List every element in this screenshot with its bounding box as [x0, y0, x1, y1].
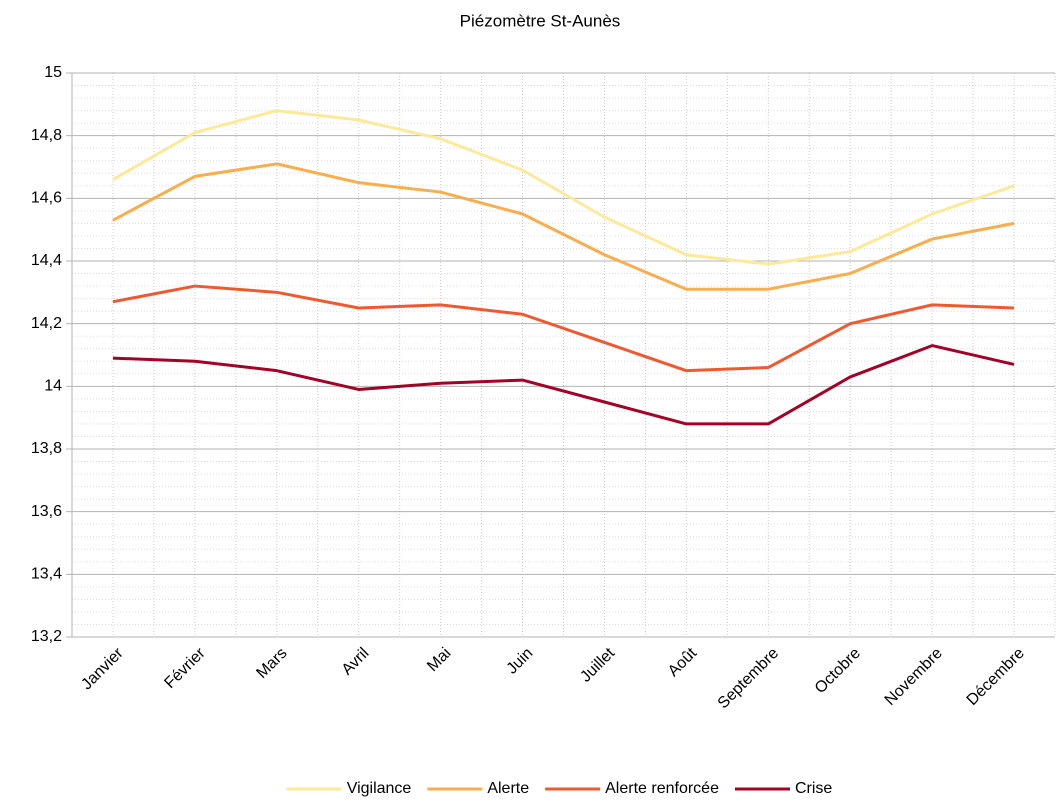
x-tick-label: Août — [665, 644, 701, 680]
y-tick-label: 13,6 — [31, 503, 62, 520]
y-tick-label: 13,2 — [31, 628, 62, 645]
x-tick-label: Février — [161, 644, 209, 692]
legend-label: Alerte — [487, 780, 529, 797]
x-tick-label: Octobre — [812, 645, 864, 697]
y-tick-label: 13,8 — [31, 440, 62, 457]
x-tick-label: Mai — [424, 645, 454, 675]
legend: Vigilance Alerte Alerte renforcée Crise — [286, 780, 832, 797]
y-tick-label: 15 — [44, 64, 62, 81]
legend-label: Alerte renforcée — [605, 780, 719, 797]
y-tick-label: 14,8 — [31, 127, 62, 144]
legend-label: Crise — [795, 780, 832, 797]
y-tick-label: 13,4 — [31, 566, 62, 583]
legend-label: Vigilance — [347, 780, 412, 797]
series-line — [112, 109, 1015, 266]
x-tick-label: Avril — [339, 645, 373, 679]
x-tick-label: Janvier — [78, 644, 127, 693]
y-tick-label: 14,2 — [31, 315, 62, 332]
chart-title: Piézomètre St-Aunès — [460, 11, 621, 30]
x-tick-label: Novembre — [882, 645, 946, 709]
y-tick-label: 14,6 — [31, 190, 62, 207]
x-tick-label: Septembre — [715, 645, 782, 712]
y-tick-label: 14 — [44, 378, 62, 395]
series-line — [112, 284, 1015, 373]
x-tick-label: Juillet — [577, 644, 618, 685]
y-tick-label: 14,4 — [31, 252, 62, 269]
x-tick-label: Mars — [253, 645, 290, 682]
series-line — [112, 162, 1015, 291]
series-line — [112, 344, 1015, 426]
x-tick-label: Juin — [504, 645, 537, 678]
x-tick-label: Décembre — [964, 645, 1028, 709]
